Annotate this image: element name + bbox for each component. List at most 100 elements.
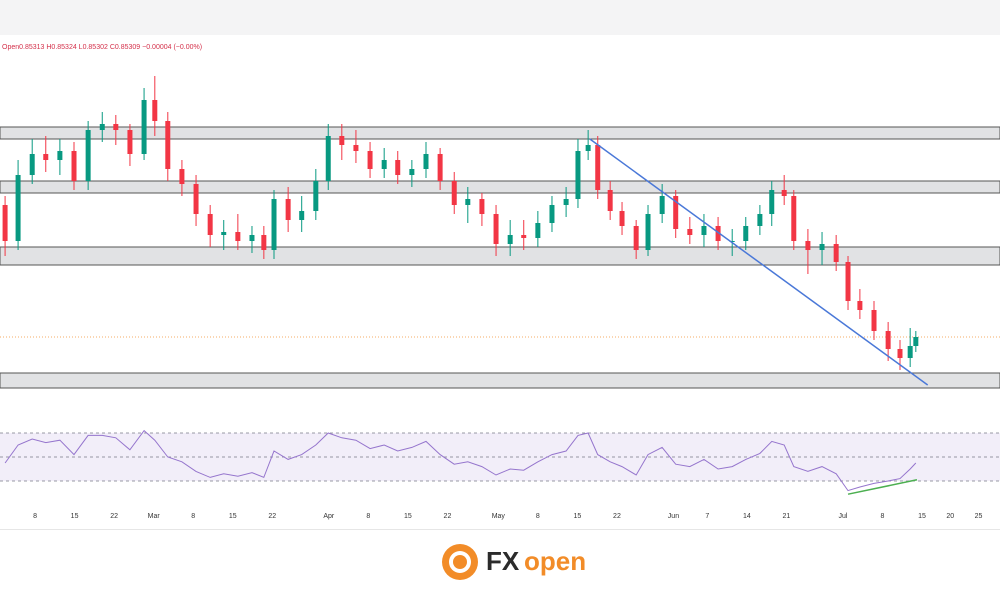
x-tick-label: 14 (743, 513, 751, 520)
x-tick-label: 15 (404, 513, 412, 520)
candle-body (549, 205, 555, 223)
price-zone (0, 246, 1000, 266)
candle-body (535, 223, 541, 238)
candle-body (781, 190, 787, 196)
candle-body (221, 232, 227, 235)
candle-body (285, 199, 291, 220)
x-tick-label: 15 (71, 513, 79, 520)
x-tick-label: 15 (918, 513, 926, 520)
candle-body (141, 100, 147, 154)
candle-body (619, 211, 625, 226)
candle-body (729, 241, 735, 242)
x-tick-label: 8 (881, 513, 885, 520)
candle-body (595, 145, 601, 190)
candle-body (575, 151, 581, 199)
candle-body (313, 181, 319, 211)
candle-body (437, 154, 443, 181)
candle-body (833, 244, 839, 262)
rsi-line (4, 429, 917, 492)
x-tick-label: 8 (191, 513, 195, 520)
candle-body (907, 346, 913, 358)
x-tick-label: 8 (536, 513, 540, 520)
candle-body (465, 199, 471, 205)
price-zone (0, 126, 1000, 140)
x-tick-label: 8 (33, 513, 37, 520)
candle-body (395, 160, 401, 175)
x-tick-label: 15 (574, 513, 582, 520)
x-tick-label: Jun (668, 513, 679, 520)
candle-body (845, 262, 851, 301)
x-tick-label: 22 (444, 513, 452, 520)
logo-icon-core (453, 555, 467, 569)
x-tick-label: Jul (838, 513, 847, 520)
chart-area (0, 35, 1000, 530)
x-tick-label: 8 (366, 513, 370, 520)
rsi-divergence (847, 479, 918, 495)
candle-body (757, 214, 763, 226)
candle-body (381, 160, 387, 169)
candle-body (99, 124, 105, 130)
candle-body (71, 151, 77, 181)
logo-open: open (524, 546, 586, 576)
candle-body (451, 181, 457, 205)
candle-body (409, 169, 415, 175)
candle-body (585, 145, 591, 151)
trendline (589, 138, 929, 386)
candle-body (645, 214, 651, 250)
candle-body (673, 196, 679, 229)
x-tick-label: 25 (975, 513, 983, 520)
candle-body (521, 235, 527, 238)
candle-body (687, 229, 693, 235)
price-zone (0, 180, 1000, 194)
logo-fx: FX (486, 546, 520, 576)
candle-body (805, 241, 811, 250)
candle-body (29, 154, 35, 175)
candle-body (43, 154, 49, 160)
x-tick-label: Apr (323, 513, 335, 520)
candle-body (913, 337, 919, 346)
candle-body (423, 154, 429, 169)
candle-body (339, 136, 345, 145)
candle-body (57, 151, 63, 160)
candle-body (885, 331, 891, 349)
candle-body (127, 130, 133, 154)
logo: FX open (442, 544, 586, 580)
candle-body (85, 130, 91, 181)
candle-body (769, 190, 775, 214)
x-tick-label: May (492, 513, 506, 520)
candle-body (353, 145, 359, 151)
candle-body (493, 214, 499, 244)
separator (0, 529, 1000, 530)
candle-body (2, 205, 8, 241)
candle-body (235, 232, 241, 241)
candle-body (701, 226, 707, 235)
candle-body (633, 226, 639, 250)
candle-body (165, 121, 171, 169)
x-tick-label: 15 (229, 513, 237, 520)
x-tick-label: 22 (613, 513, 621, 520)
x-tick-label: 22 (110, 513, 118, 520)
candle-body (563, 199, 569, 205)
candle-body (325, 136, 331, 181)
candle-body (479, 199, 485, 214)
x-tick-label: 20 (946, 513, 954, 520)
candle-body (152, 100, 158, 121)
x-tick-label: 21 (783, 513, 791, 520)
top-bar (0, 0, 1000, 35)
ohlc-header: Open0.85313 H0.85324 L0.85302 C0.85309 −… (2, 44, 202, 51)
candle-body (607, 190, 613, 211)
x-tick-label: 7 (705, 513, 709, 520)
candle-body (507, 235, 513, 244)
candle-body (113, 124, 119, 130)
candle-body (261, 235, 267, 250)
candle-body (299, 211, 305, 220)
candle-body (743, 226, 749, 241)
x-tick-label: Mar (148, 513, 161, 520)
candle-body (193, 184, 199, 214)
candle-body (659, 196, 665, 214)
candle-body (367, 151, 373, 169)
candle-body (819, 244, 825, 250)
candle-body (715, 226, 721, 241)
candle-body (897, 349, 903, 358)
